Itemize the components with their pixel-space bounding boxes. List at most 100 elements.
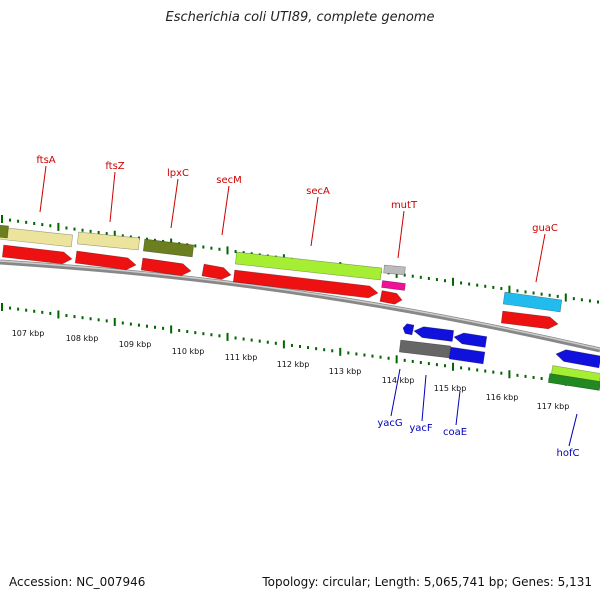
- secA-leader-line: [310, 196, 319, 247]
- lower-tick: [258, 339, 261, 343]
- map-title: Escherichia coli UTI89, complete genome: [165, 10, 435, 25]
- lower-tick: [154, 325, 157, 329]
- lower-tick: [194, 331, 197, 335]
- mutT-cds-arrow: [379, 290, 403, 305]
- lower-tick: [516, 373, 519, 377]
- upper-tick: [419, 275, 422, 279]
- axis-label: 109 kbp: [119, 340, 152, 349]
- lower-tick: [9, 306, 12, 310]
- lower-tick: [170, 325, 173, 334]
- lower-tick: [379, 355, 382, 359]
- ftsA-cds-arrow: [1, 244, 73, 265]
- upper-tick: [17, 219, 20, 223]
- axis-label: 117 kbp: [537, 402, 570, 411]
- lower-tick: [145, 324, 148, 328]
- lower-tick: [460, 366, 463, 370]
- lower-tick: [242, 337, 245, 341]
- ftsZ-leader-line: [109, 171, 116, 223]
- lower-tick: [371, 354, 374, 358]
- guaC-label: guaC: [532, 223, 558, 234]
- upper-tick: [41, 223, 44, 227]
- upper-tick: [588, 299, 591, 303]
- axis-label: 115 kbp: [434, 384, 467, 393]
- lower-tick: [266, 340, 269, 344]
- accession-label: Accession: NC_007946: [9, 575, 146, 589]
- yacF-leader-line: [421, 374, 427, 422]
- lower-tick: [202, 332, 205, 336]
- upper-tick: [65, 226, 68, 230]
- lower-tick: [427, 362, 430, 366]
- lower-tick: [33, 309, 36, 313]
- lower-tick: [226, 332, 229, 341]
- feature-track: [0, 224, 600, 391]
- lower-tick: [484, 369, 487, 373]
- lower-tick: [290, 343, 293, 347]
- upper-tick: [500, 287, 503, 291]
- lower-tick: [411, 359, 414, 363]
- axis-label: 114 kbp: [382, 376, 415, 385]
- axis-label: 112 kbp: [277, 360, 310, 369]
- lower-tick: [65, 314, 68, 318]
- lower-tick: [186, 330, 189, 334]
- upper-tick: [105, 232, 108, 236]
- guaC-region-block: [502, 291, 563, 313]
- upper-tick: [443, 279, 446, 283]
- secA-cds-arrow: [232, 269, 379, 299]
- ftsZ-cds-arrow: [74, 250, 137, 271]
- lower-tick: [299, 345, 301, 348]
- coaE-leader-line: [455, 390, 461, 426]
- upper-tick: [129, 235, 132, 239]
- lower-tick: [113, 317, 116, 326]
- ftsZ-region-block: [77, 231, 140, 251]
- guaC-leader-line: [535, 233, 546, 283]
- upper-tick: [145, 237, 148, 241]
- lower-tick: [121, 321, 124, 325]
- lower-tick: [443, 364, 446, 368]
- upper-tick: [411, 274, 414, 278]
- guaC-cds-arrow: [500, 310, 559, 330]
- yacF-region-block: [398, 339, 452, 359]
- lower-tick: [210, 333, 213, 337]
- lower-tick: [452, 362, 455, 371]
- hofC-label: hofC: [557, 448, 580, 459]
- upper-tick: [194, 244, 197, 248]
- coaE-label: coaE: [443, 427, 467, 438]
- lower-tick: [540, 377, 543, 381]
- lower-tick: [89, 317, 92, 321]
- upper-tick: [33, 221, 36, 225]
- ftsA-leader-line: [39, 165, 47, 213]
- upper-tick: [25, 220, 28, 224]
- axis-label: 113 kbp: [329, 367, 362, 376]
- upper-tick: [468, 282, 471, 286]
- mutT-label: mutT: [391, 200, 418, 211]
- upper-tick: [516, 289, 519, 293]
- axis-label: 110 kbp: [172, 347, 205, 356]
- lower-tick: [387, 356, 390, 360]
- lower-tick: [524, 374, 527, 378]
- lower-tick: [435, 363, 438, 367]
- coordinate-axis-labels: 107 kbp 108 kbp 109 kbp 110 kbp 111 kbp 112 k…: [12, 329, 570, 411]
- lower-tick: [137, 323, 140, 327]
- lower-tick: [492, 370, 495, 374]
- upper-tick: [564, 293, 567, 302]
- lower-tick: [49, 311, 52, 315]
- lower-tick: [476, 368, 479, 372]
- mutT-leader-line: [397, 210, 405, 259]
- hofC-cds-arrow: [555, 349, 600, 369]
- lower-tick: [1, 303, 3, 311]
- upper-tick: [580, 298, 583, 302]
- upper-tick: [427, 276, 430, 280]
- upper-tick: [9, 218, 12, 222]
- lpxC-leader-line: [170, 178, 179, 229]
- lower-tick: [73, 315, 76, 319]
- upper-tick: [57, 222, 60, 231]
- secA-region-block: [235, 251, 382, 281]
- yacG-leader-line: [390, 368, 401, 417]
- lower-tick: [282, 340, 285, 349]
- upper-tick: [540, 292, 543, 296]
- lower-tick: [315, 347, 318, 351]
- lower-tick: [81, 316, 84, 320]
- upper-tick: [460, 281, 463, 285]
- secA-label: secA: [306, 186, 330, 197]
